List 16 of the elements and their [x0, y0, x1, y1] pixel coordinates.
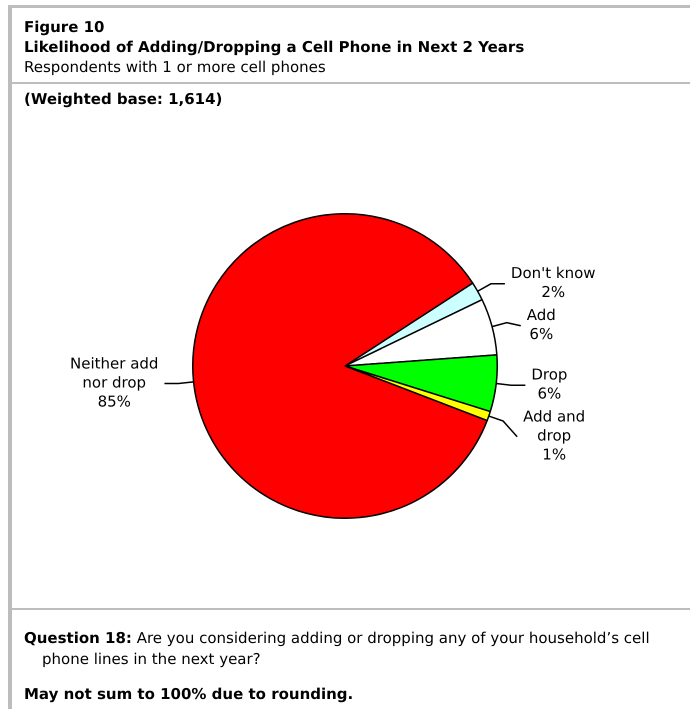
data-label: 6%	[529, 325, 554, 344]
data-label: 2%	[541, 283, 566, 302]
slice-label: Add and drop	[523, 408, 586, 445]
text: May not sum to 100% due to rounding.	[24, 684, 354, 705]
slice-label: Don't know	[510, 264, 596, 282]
caption: Figure 10	[24, 18, 106, 36]
chart-title: Likelihood of Adding/Dropping a Cell Phone in Next 2 Years	[24, 38, 526, 56]
chart-subtitle: Respondents with 1 or more cell phones	[24, 58, 327, 76]
data-label: 1%	[542, 446, 566, 464]
text: Question 18: Are you considering adding or dropping any of your household’s cell phone lines in the next year?	[24, 628, 651, 670]
slice-label: Drop	[531, 366, 568, 384]
text: (Weighted base: 1,614)	[23, 89, 224, 108]
data-label: 85%	[98, 392, 131, 410]
data-label: 6%	[538, 384, 562, 403]
slice-label: Add	[526, 306, 556, 324]
slice-label: Neither add nor drop	[70, 354, 158, 392]
